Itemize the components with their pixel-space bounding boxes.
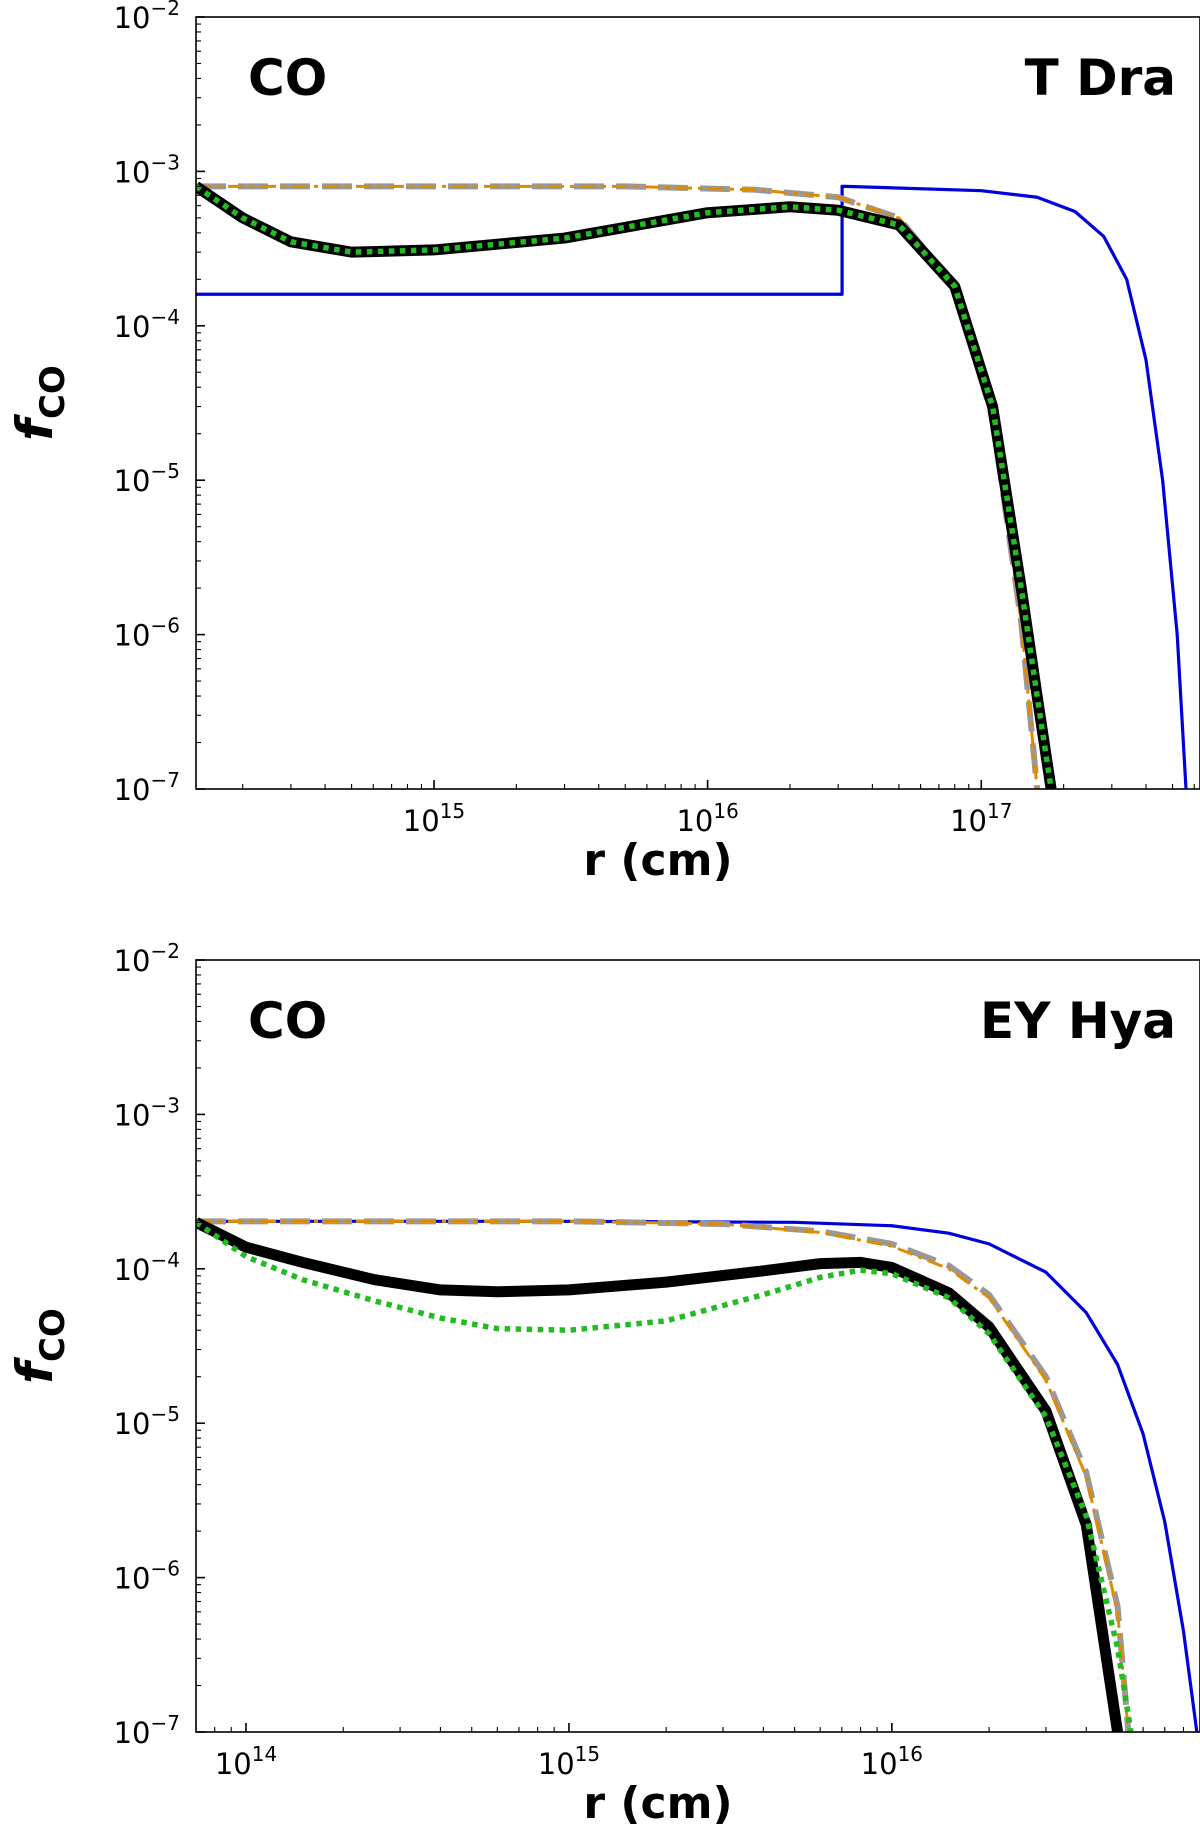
y-axis-title: fCO [6, 365, 73, 441]
y-tick-label: 10−5 [114, 459, 180, 498]
x-tick-label: 1015 [403, 799, 465, 838]
x-tick-label: 1014 [215, 1742, 277, 1781]
annotation-species: CO [248, 992, 327, 1050]
y-tick-label: 10−6 [114, 1557, 180, 1596]
y-tick-label: 10−4 [114, 1248, 180, 1287]
y-tick-label: 10−3 [114, 1093, 180, 1132]
series-group [196, 1217, 1199, 1732]
series-line-green-dotted [196, 1220, 1134, 1732]
annotation-star: T Dra [1025, 49, 1176, 107]
annotation-species: CO [248, 49, 327, 107]
series-line-green-dotted [196, 184, 1054, 789]
plot-frame [195, 16, 1200, 790]
y-tick-label: 10−3 [114, 150, 180, 189]
y-tick-label: 10−5 [114, 1402, 180, 1441]
x-axis-title: r (cm) [583, 835, 732, 886]
y-tick-label: 10−7 [114, 1711, 180, 1750]
series-line-blue-solid [196, 184, 1188, 789]
series-line-black-thick [196, 1217, 1124, 1732]
series-group [196, 181, 1188, 789]
y-tick-label: 10−4 [114, 305, 180, 344]
y-tick-label: 10−2 [114, 0, 180, 35]
series-line-blue-solid [196, 1219, 1199, 1732]
y-axis-title: fCO [6, 1308, 73, 1384]
x-tick-label: 1015 [538, 1742, 600, 1781]
plot-frame [195, 959, 1200, 1733]
y-tick-label: 10−6 [114, 614, 180, 653]
series-line-gray-dashed [196, 183, 1041, 789]
series-line-orange-dashdot [196, 184, 1039, 789]
series-line-orange-dashdot [196, 1219, 1130, 1732]
x-tick-label: 1016 [676, 799, 738, 838]
x-tick-label: 1016 [861, 1742, 923, 1781]
chart-panel-top: 10−2 10−3 10−4 10−5 10−6 10−7 1015 1016 1017 r (c… [6, 0, 1200, 886]
chart-panel-bottom: 10−2 10−3 10−4 10−5 10−6 10−7 1014 1015 1016 r (c… [6, 939, 1200, 1829]
x-axis-title: r (cm) [583, 1778, 732, 1829]
series-line-black-thick [196, 181, 1057, 789]
y-tick-label: 10−7 [114, 768, 180, 807]
x-tick-label: 1017 [950, 799, 1012, 838]
y-tick-label: 10−2 [114, 939, 180, 978]
series-line-gray-dashed [196, 1218, 1132, 1732]
annotation-star: EY Hya [980, 992, 1176, 1050]
